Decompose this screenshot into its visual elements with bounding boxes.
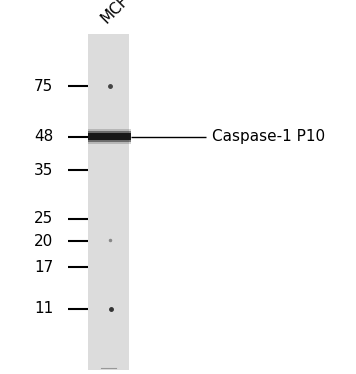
Bar <box>88 129 131 144</box>
Bar <box>88 134 131 140</box>
Text: 11: 11 <box>34 301 53 316</box>
Text: 25: 25 <box>34 211 53 226</box>
Text: MCF-7: MCF-7 <box>98 0 142 26</box>
Text: 35: 35 <box>34 163 53 178</box>
Bar <box>88 34 129 370</box>
Bar <box>88 131 131 142</box>
Text: 48: 48 <box>34 129 53 144</box>
Text: Caspase-1 P10: Caspase-1 P10 <box>212 129 325 144</box>
Text: 75: 75 <box>34 79 53 94</box>
Text: 20: 20 <box>34 234 53 249</box>
Text: 17: 17 <box>34 260 53 275</box>
